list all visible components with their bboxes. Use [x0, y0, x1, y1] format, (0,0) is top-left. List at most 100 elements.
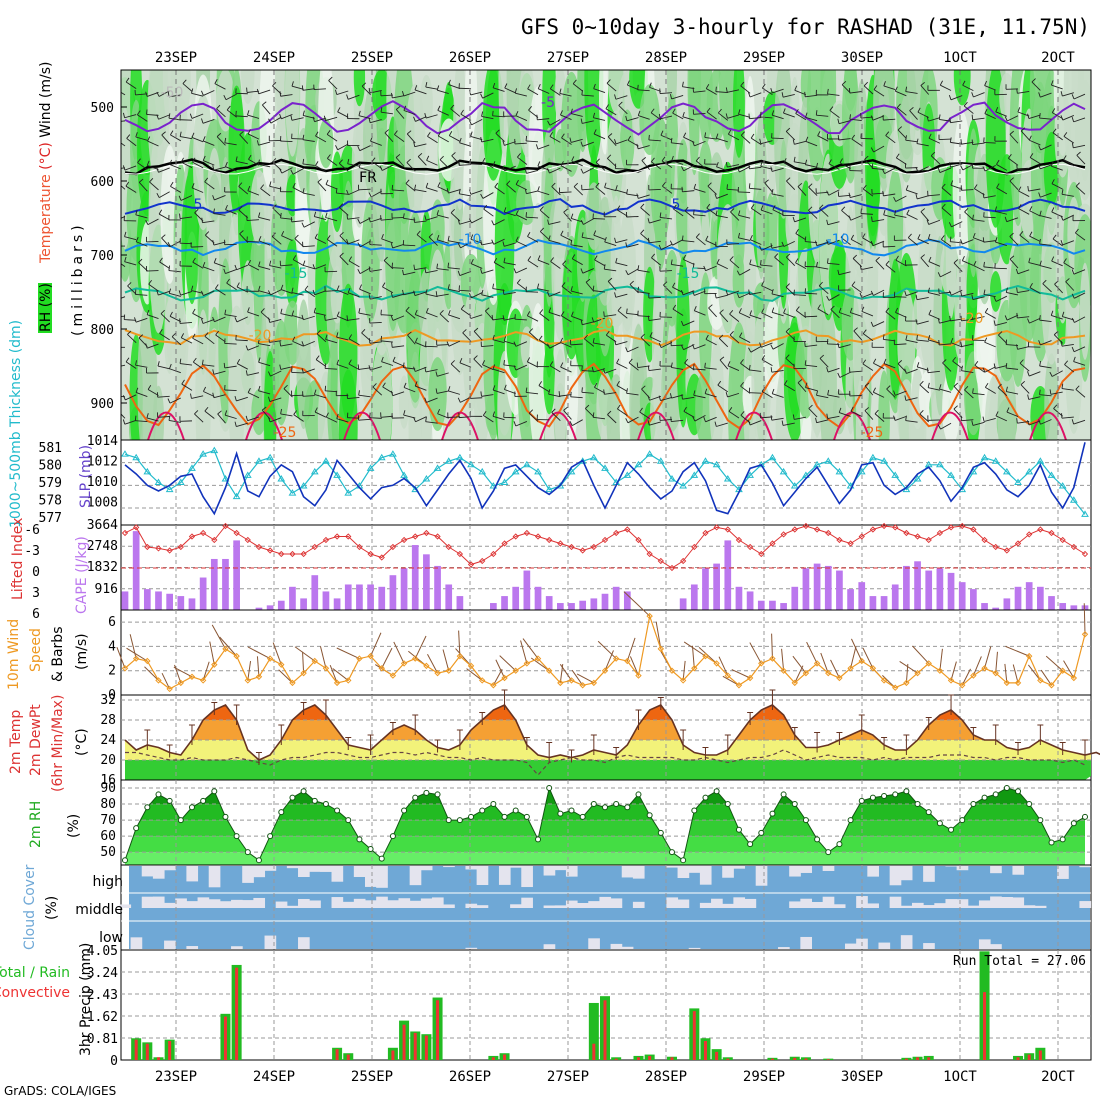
wind-barb-flag	[693, 363, 695, 369]
wind-speed-point	[1081, 631, 1089, 638]
wind-barb-flag	[795, 258, 799, 263]
wind-barb-flag	[904, 395, 907, 401]
wind-barb-flag	[714, 193, 718, 199]
cape-bar	[702, 568, 709, 610]
wind-barb-flag	[436, 210, 439, 216]
wind-barb	[348, 363, 360, 371]
cloud-mid-gap	[610, 898, 623, 908]
wind-barb-flag	[371, 157, 376, 162]
wind-barb	[839, 371, 851, 378]
wind-barb	[191, 92, 204, 97]
wind-barb-flag	[402, 213, 405, 219]
wind-barb-flag	[1063, 258, 1067, 263]
wind-speed-point	[936, 667, 944, 674]
wind-barb	[1029, 139, 1041, 146]
wind-barb-flag	[181, 379, 185, 385]
wind-barb	[1039, 319, 1052, 322]
wind-barb	[124, 236, 137, 241]
wind-barb-flag	[1005, 339, 1008, 345]
wind-barb-flag	[795, 229, 799, 234]
wind-barb	[135, 136, 148, 141]
cloud-mid-gap	[711, 898, 723, 908]
wind-barb-10m	[1005, 645, 1030, 657]
wind-barb	[909, 110, 918, 120]
wind-barb-10m	[576, 673, 595, 684]
cape-bar	[445, 584, 453, 610]
wind-barb	[504, 242, 516, 247]
wind-barb-flag	[480, 268, 483, 274]
wind-barb	[358, 394, 371, 398]
lifted-index-point	[925, 536, 932, 544]
wind-barb	[570, 290, 583, 295]
wind-barb	[783, 112, 795, 118]
wind-barb	[515, 214, 528, 221]
wind-barb	[793, 294, 806, 296]
wind-barb-flag	[953, 405, 958, 410]
wind-barb-flag	[882, 334, 885, 340]
wind-barb	[358, 418, 371, 421]
wind-barb-flag	[948, 290, 952, 296]
wind-barb-flag	[405, 306, 410, 312]
temp-tick: 16	[100, 773, 116, 788]
wind-barb	[740, 385, 751, 394]
wind-barb	[593, 133, 606, 140]
cape-bar	[188, 598, 196, 610]
cloud-mid-gap	[733, 897, 746, 908]
thickness-point	[690, 471, 699, 478]
rh-point	[322, 801, 329, 808]
cloud-mid-gap	[298, 898, 310, 908]
wind-barb	[180, 216, 193, 220]
lifted-index-point	[746, 543, 754, 551]
wind-barb-flag	[435, 388, 438, 394]
wind-barb	[850, 194, 862, 199]
wind-barb	[1018, 190, 1030, 197]
wind-barb	[920, 85, 930, 95]
wind-barb	[494, 186, 505, 195]
wind-barb	[808, 408, 818, 418]
wind-barb	[873, 362, 885, 370]
cloud-mid-gap	[398, 898, 411, 908]
wind-barb-flag	[804, 159, 808, 165]
wind-barb-flag	[1071, 419, 1075, 425]
precip-conv-bar	[916, 1057, 920, 1060]
wind-barb	[339, 256, 349, 266]
wind-barb	[260, 188, 271, 197]
wind-barb-flag	[268, 417, 271, 423]
wind-barb-flag	[1029, 206, 1033, 211]
wind-barb-flag	[272, 81, 277, 87]
wind-barb	[627, 139, 639, 147]
rh-point	[858, 797, 865, 804]
wind-barb	[417, 156, 427, 166]
wind-barb	[939, 291, 952, 294]
thickness-point	[790, 482, 799, 489]
wind-barb	[1062, 316, 1074, 321]
wind-barb-flag	[514, 88, 517, 94]
wind-barb	[1062, 240, 1074, 246]
wind-barb	[339, 235, 349, 245]
wind-speed-point	[601, 667, 609, 674]
wind-barb	[537, 144, 550, 150]
wind-barb-flag	[482, 411, 487, 416]
wind-barb-flag	[492, 411, 495, 417]
cloud-mid-gap	[599, 896, 612, 908]
wind-barb-flag	[581, 232, 584, 238]
cloud-high-gap	[699, 866, 712, 885]
wind-barb-flag	[359, 284, 362, 290]
cloud-mid-gap	[1012, 897, 1025, 908]
wind-barb-flag	[372, 383, 377, 388]
wind-barb	[370, 140, 382, 146]
wind-barb-flag	[357, 145, 361, 151]
wind-barb-flag	[706, 107, 711, 113]
wind-speed-point	[121, 665, 129, 672]
wind-barb-flag	[268, 337, 270, 343]
wind-barb-flag	[435, 371, 438, 377]
wind-barb-flag	[747, 420, 751, 426]
wind-barb-flag	[135, 360, 138, 366]
lifted-index-point	[523, 529, 530, 537]
wind-barb	[896, 157, 907, 165]
wind-barb	[693, 188, 706, 193]
cape-tick: 2748	[87, 539, 118, 554]
cape-bar	[780, 603, 787, 610]
pressure-tick: 600	[91, 175, 114, 190]
wind-barb	[147, 140, 159, 147]
